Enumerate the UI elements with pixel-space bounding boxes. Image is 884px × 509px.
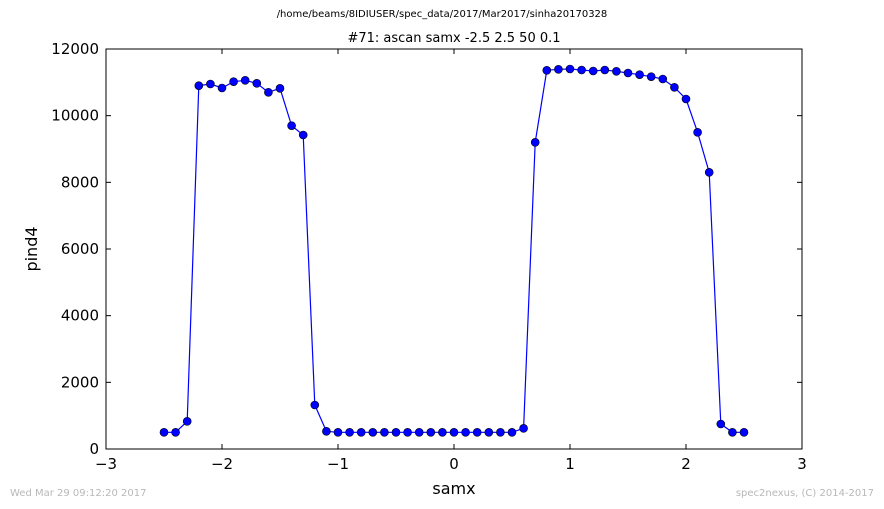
data-point [739,428,749,437]
data-point [287,121,296,130]
data-point [693,128,702,137]
series-line [164,68,744,433]
footer-credit: spec2nexus, (C) 2014-2017 [735,488,874,499]
data-point [391,428,401,437]
data-point [217,83,227,93]
data-point [206,79,215,89]
data-point [623,68,633,78]
data-point [403,428,412,437]
data-point [554,65,563,74]
y-tick-label: 8000 [61,173,99,191]
data-point [368,428,378,437]
data-point [716,419,726,429]
data-point [600,65,610,75]
data-point [414,428,424,437]
data-point [240,76,250,85]
data-point [612,67,621,76]
chart-series [159,64,749,437]
y-tick-label: 0 [89,440,99,458]
data-point [484,428,494,437]
data-point [229,77,238,86]
data-point [658,74,668,84]
x-axis-label: samx [432,479,475,498]
data-point [426,428,436,437]
y-tick-label: 6000 [61,240,99,258]
y-tick-label: 12000 [51,40,99,58]
data-point [333,428,343,437]
data-point [275,84,285,93]
data-point [588,66,598,76]
x-tick-label: 0 [449,455,459,473]
footer-timestamp: Wed Mar 29 09:12:20 2017 [10,488,147,499]
data-point [507,428,517,437]
data-point [182,417,192,426]
x-tick-label: 1 [565,455,575,473]
x-tick-label: −1 [327,455,349,473]
x-tick-label: 2 [681,455,691,473]
data-point [670,83,679,92]
data-point [496,428,505,437]
data-point [380,428,389,437]
data-point [356,428,366,437]
y-tick-label: 10000 [51,107,99,125]
data-point [438,428,447,437]
y-tick-label: 2000 [61,373,99,391]
data-point [681,94,691,104]
x-tick-label: −2 [211,455,233,473]
data-point [298,130,308,140]
y-axis-label: pind4 [22,226,41,271]
data-point [530,138,540,147]
data-point [252,79,262,88]
data-point [264,88,273,97]
data-point [577,65,586,75]
data-point [171,428,180,437]
axis-ticks: −3 −2 −1 0 1 2 3 0 2000 4000 6000 8000 10000 12000 [51,40,806,473]
data-point [194,81,204,90]
x-tick-label: 3 [797,455,807,473]
data-point [519,424,528,433]
data-point [728,428,737,437]
y-tick-label: 4000 [61,307,99,325]
data-point [542,66,552,75]
figure-suptitle: /home/beams/8IDIUSER/spec_data/2017/Mar2… [276,9,608,20]
x-tick-label: −3 [95,455,117,473]
chart-title: #71: ascan samx -2.5 2.5 50 0.1 [347,31,560,46]
data-point [565,64,575,74]
data-point [472,428,482,437]
data-point [322,427,331,436]
data-point [704,168,714,177]
data-point [461,428,470,437]
data-point [310,400,320,410]
data-point [646,72,656,81]
data-point [345,428,354,437]
data-point [635,70,644,79]
plot-frame [105,48,803,450]
data-point [449,428,459,437]
data-point [159,428,169,437]
